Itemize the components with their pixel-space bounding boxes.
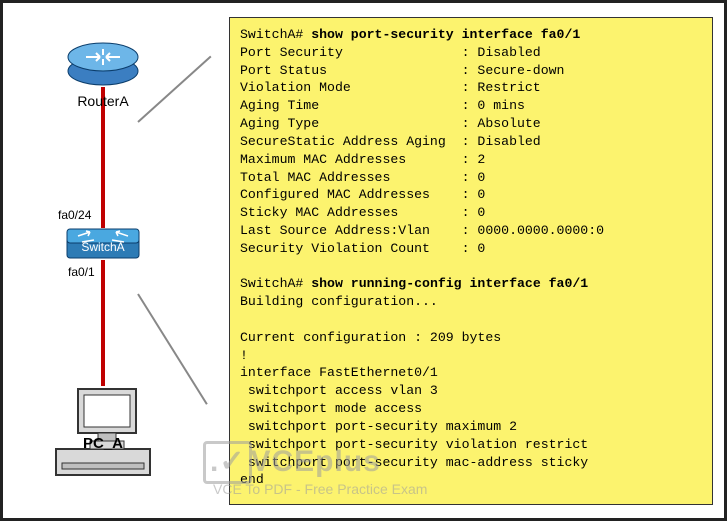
router-icon (66, 41, 140, 87)
diagram-frame: RouterA fa0/24 SwitchA fa0/1 PC_A Switch… (0, 0, 727, 521)
router-label: RouterA (66, 93, 140, 109)
callout-line-top (137, 56, 211, 123)
terminal-output: SwitchA# show port-security interface fa… (229, 17, 713, 505)
topology-pane: RouterA fa0/24 SwitchA fa0/1 PC_A (3, 3, 203, 518)
port-label-fa01: fa0/1 (68, 265, 95, 279)
link-switch-pc (101, 260, 105, 386)
pc-label: PC_A (48, 435, 158, 452)
pc-icon (48, 385, 158, 480)
port-label-fa024: fa0/24 (58, 208, 91, 222)
switch-label: SwitchA (66, 240, 140, 254)
